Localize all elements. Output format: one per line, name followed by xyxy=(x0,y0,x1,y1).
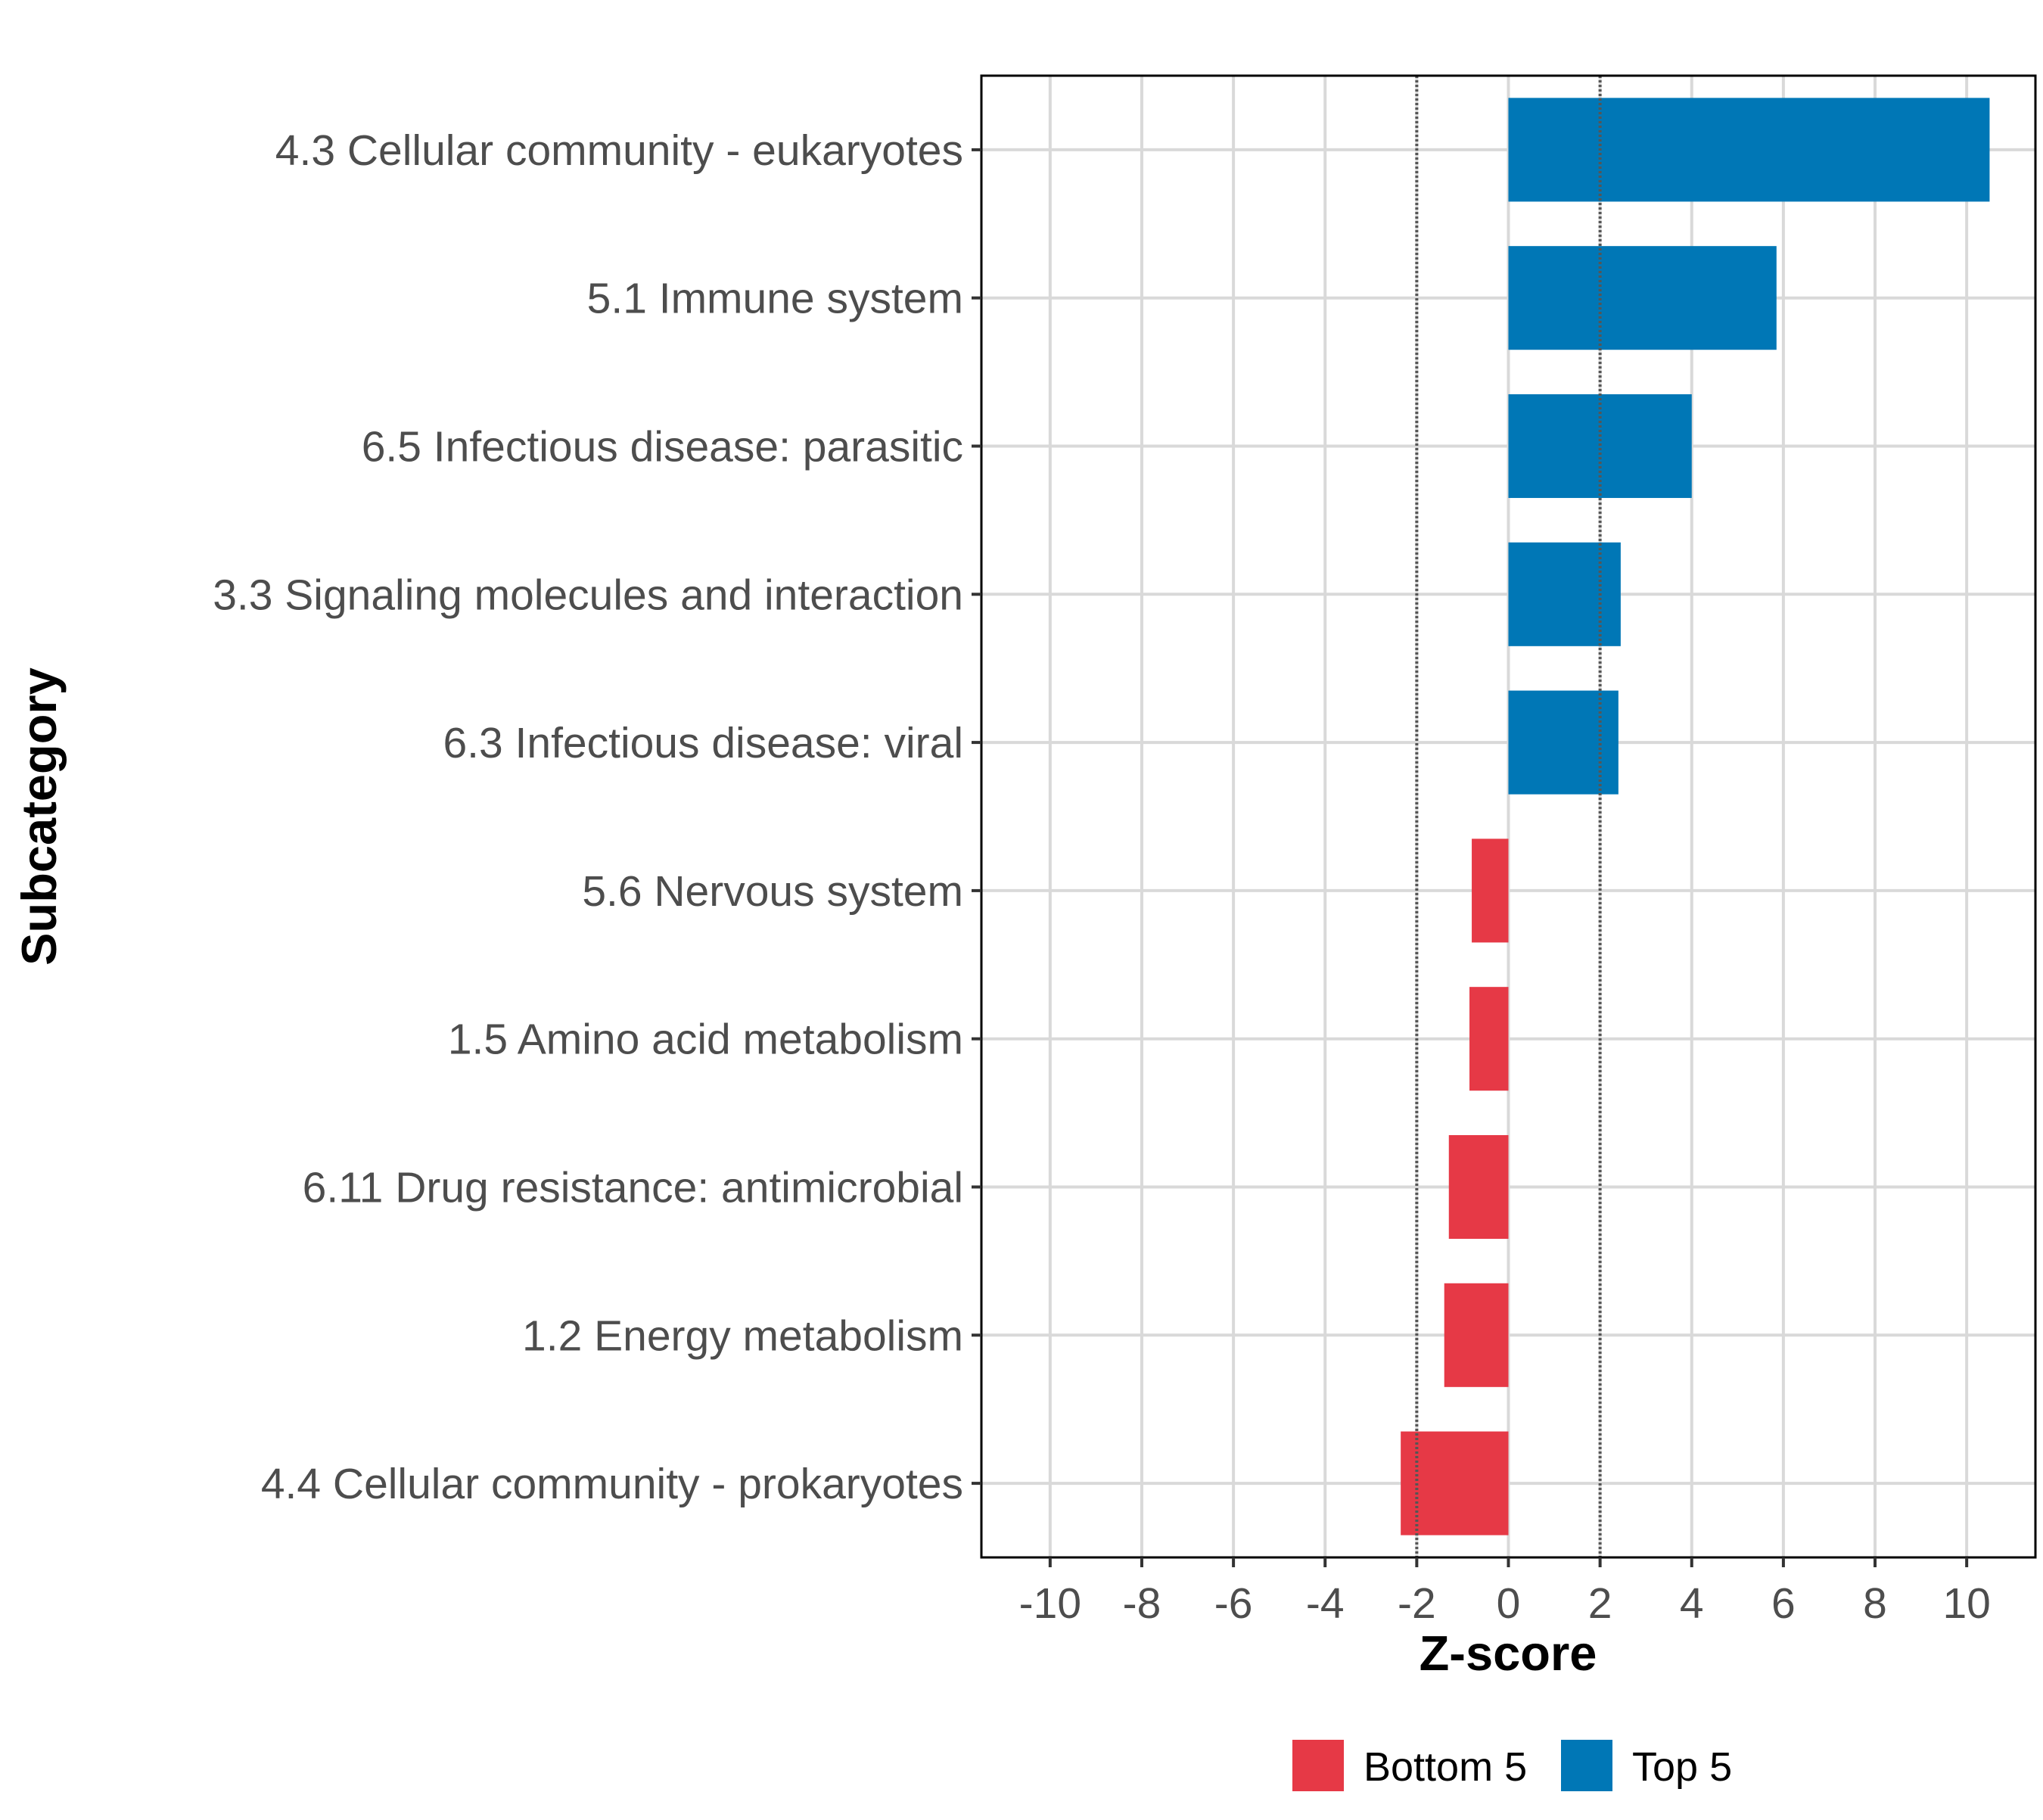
x-axis: -10 -8 -6 -4 -2 0 2 4 6 8 10 xyxy=(1019,1557,1991,1628)
x-tick-label: 4 xyxy=(1680,1579,1704,1628)
y-tick-label: 6.11 Drug resistance: antimicrobial xyxy=(303,1164,963,1212)
legend-swatch-bottom-5 xyxy=(1292,1740,1344,1791)
legend-label-top-5: Top 5 xyxy=(1632,1744,1732,1790)
bar xyxy=(1508,394,1692,499)
x-tick-label: -6 xyxy=(1214,1579,1253,1628)
x-tick-label: -10 xyxy=(1019,1579,1081,1628)
x-tick-label: 2 xyxy=(1588,1579,1612,1628)
y-tick-label: 5.6 Nervous system xyxy=(582,867,963,916)
y-tick-label: 6.5 Infectious disease: parasitic xyxy=(362,423,963,471)
x-tick-label: 6 xyxy=(1771,1579,1796,1628)
bar xyxy=(1448,1134,1509,1240)
y-tick-label: 5.1 Immune system xyxy=(587,275,963,323)
y-axis: 4.3 Cellular community - eukaryotes 5.1 I… xyxy=(213,126,981,1508)
x-tick-label: -8 xyxy=(1123,1579,1161,1628)
bar xyxy=(1472,838,1509,943)
x-tick-label: 0 xyxy=(1497,1579,1521,1628)
x-tick-label: 10 xyxy=(1942,1579,1990,1628)
y-tick-label: 6.3 Infectious disease: viral xyxy=(443,719,963,767)
reference-lines-layer xyxy=(1415,76,1602,1557)
y-tick-label: 3.3 Signaling molecules and interaction xyxy=(213,571,963,619)
y-tick-label: 4.3 Cellular community - eukaryotes xyxy=(275,126,963,175)
legend-swatch-top-5 xyxy=(1561,1740,1612,1791)
y-tick-label: 1.5 Amino acid metabolism xyxy=(448,1016,963,1064)
bar xyxy=(1469,987,1509,1091)
x-tick-label: 8 xyxy=(1863,1579,1887,1628)
legend: Bottom 5 Top 5 xyxy=(1292,1740,1732,1791)
y-axis-title: Subcategory xyxy=(11,667,67,966)
bar xyxy=(1508,542,1621,646)
x-axis-title: Z-score xyxy=(1420,1626,1597,1681)
x-tick-label: -2 xyxy=(1398,1579,1436,1628)
y-tick-label: 1.2 Energy metabolism xyxy=(522,1311,963,1360)
x-tick-label: -4 xyxy=(1306,1579,1345,1628)
bar xyxy=(1444,1283,1509,1387)
legend-label-bottom-5: Bottom 5 xyxy=(1364,1744,1527,1790)
bar xyxy=(1508,246,1777,350)
y-tick-label: 4.4 Cellular community - prokaryotes xyxy=(261,1460,963,1508)
bar xyxy=(1508,98,1990,202)
bar xyxy=(1508,690,1619,795)
bar xyxy=(1401,1431,1509,1535)
